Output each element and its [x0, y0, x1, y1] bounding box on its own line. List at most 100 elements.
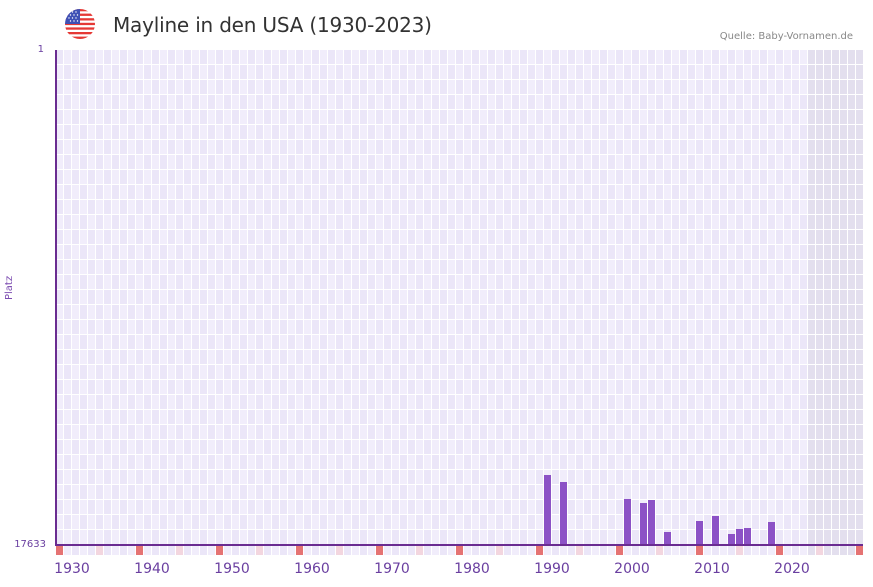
plot-area: [56, 50, 863, 544]
bar-2003[interactable]: [640, 503, 647, 544]
year-marker: [592, 546, 599, 555]
year-marker: [184, 546, 191, 555]
year-marker: [824, 546, 831, 555]
year-marker: [72, 546, 79, 555]
year-marker: [648, 546, 655, 555]
year-marker: [224, 546, 231, 555]
year-marker: [344, 546, 351, 555]
year-marker: [760, 546, 767, 555]
us-flag-icon: [65, 9, 95, 39]
year-marker: [488, 546, 495, 555]
year-marker: [80, 546, 87, 555]
xtick-1990: 1990: [534, 561, 570, 577]
bar-1993[interactable]: [560, 481, 567, 544]
year-marker: [600, 546, 607, 555]
bar-2014[interactable]: [728, 534, 735, 544]
year-marker: [272, 546, 279, 555]
year-marker: [312, 546, 319, 555]
year-marker: [376, 546, 383, 555]
year-marker: [328, 546, 335, 555]
bar-2001[interactable]: [624, 499, 631, 544]
xtick-1980: 1980: [454, 561, 490, 577]
year-marker: [800, 546, 807, 555]
year-marker: [704, 546, 711, 555]
year-marker: [728, 546, 735, 555]
year-marker: [88, 546, 95, 555]
year-marker: [352, 546, 359, 555]
year-marker: [480, 546, 487, 555]
y-axis-label: Platz: [4, 275, 15, 300]
bar-2016[interactable]: [744, 528, 751, 544]
year-marker: [776, 546, 783, 555]
year-marker: [104, 546, 111, 555]
year-marker: [264, 546, 271, 555]
year-marker: [336, 546, 343, 555]
ytick-bottom: 17633: [14, 539, 46, 550]
year-marker: [136, 546, 143, 555]
xtick-1970: 1970: [374, 561, 410, 577]
year-marker: [280, 546, 287, 555]
bar-2010[interactable]: [696, 520, 703, 544]
year-marker: [840, 546, 847, 555]
year-marker: [456, 546, 463, 555]
bar-2006[interactable]: [664, 531, 671, 544]
xtick-2000: 2000: [614, 561, 650, 577]
year-marker: [256, 546, 263, 555]
year-marker: [144, 546, 151, 555]
year-marker: [672, 546, 679, 555]
year-marker: [160, 546, 167, 555]
year-marker: [192, 546, 199, 555]
year-marker: [464, 546, 471, 555]
chart-title: Mayline in den USA (1930-2023): [113, 13, 432, 37]
year-marker: [816, 546, 823, 555]
xtick-2010: 2010: [694, 561, 730, 577]
year-marker: [616, 546, 623, 555]
y-axis-line: [55, 50, 57, 545]
year-marker: [752, 546, 759, 555]
year-marker: [856, 546, 863, 555]
year-marker: [848, 546, 855, 555]
year-marker: [512, 546, 519, 555]
year-marker: [832, 546, 839, 555]
year-marker: [176, 546, 183, 555]
bar-1991[interactable]: [544, 474, 551, 544]
xtick-1940: 1940: [134, 561, 170, 577]
year-marker: [504, 546, 511, 555]
year-marker: [472, 546, 479, 555]
bar-2015[interactable]: [736, 529, 743, 544]
year-marker: [632, 546, 639, 555]
year-marker: [248, 546, 255, 555]
year-marker: [408, 546, 415, 555]
year-marker: [544, 546, 551, 555]
bar-2004[interactable]: [648, 499, 655, 544]
year-marker: [640, 546, 647, 555]
year-marker: [152, 546, 159, 555]
year-marker: [520, 546, 527, 555]
year-marker: [664, 546, 671, 555]
year-marker: [216, 546, 223, 555]
year-marker: [120, 546, 127, 555]
bar-2012[interactable]: [712, 515, 719, 544]
xtick-1930: 1930: [54, 561, 90, 577]
year-marker: [320, 546, 327, 555]
year-marker: [288, 546, 295, 555]
year-marker: [416, 546, 423, 555]
year-marker: [440, 546, 447, 555]
year-marker: [200, 546, 207, 555]
year-marker: [360, 546, 367, 555]
year-marker: [568, 546, 575, 555]
year-marker: [696, 546, 703, 555]
year-marker: [400, 546, 407, 555]
year-marker: [96, 546, 103, 555]
bar-2019[interactable]: [768, 522, 775, 544]
year-marker: [448, 546, 455, 555]
year-marker: [64, 546, 71, 555]
ytick-top: 1: [37, 44, 44, 55]
xtick-1960: 1960: [294, 561, 330, 577]
year-marker: [624, 546, 631, 555]
xtick-2020: 2020: [774, 561, 810, 577]
year-marker: [784, 546, 791, 555]
year-marker: [304, 546, 311, 555]
year-marker: [680, 546, 687, 555]
year-marker: [296, 546, 303, 555]
